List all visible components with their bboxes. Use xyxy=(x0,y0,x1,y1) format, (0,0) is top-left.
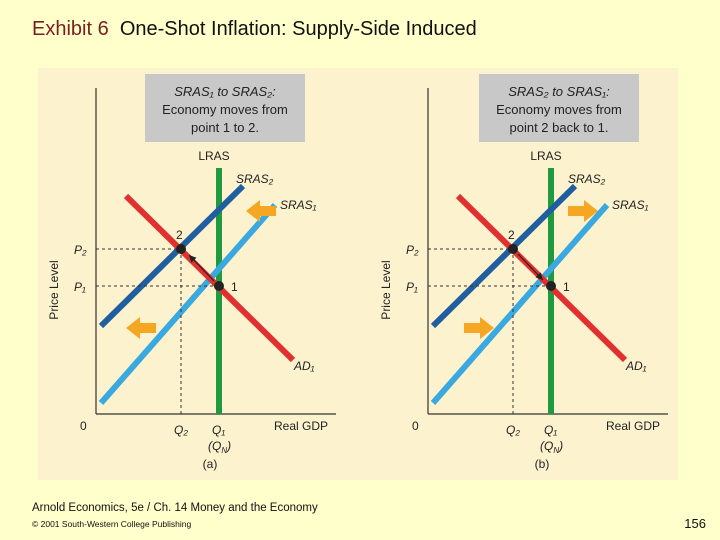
panel-a-info-box xyxy=(145,74,305,142)
panel-a-point-2-label: 2 xyxy=(176,228,183,242)
panel-a-shift-arrow-lower xyxy=(126,317,156,339)
panel-b-origin-label: 0 xyxy=(412,419,419,433)
panel-b-move-arrow xyxy=(517,253,544,281)
panel-b-sras1-line xyxy=(430,203,610,405)
panel-b-point-1-label: 1 xyxy=(563,280,570,294)
panel-a: SRAS₁ to SRAS₂: Economy moves from point… xyxy=(47,74,336,471)
panel-b-qn-label: (QN) xyxy=(540,439,563,455)
panel-b-sras1-label: SRAS₁ xyxy=(612,198,649,212)
footer-book-reference: Arnold Economics, 5e / Ch. 14 Money and … xyxy=(32,502,318,514)
panel-a-p2-label: P₂ xyxy=(74,243,87,257)
panel-a-point-1 xyxy=(214,281,224,291)
panel-a-p1-label: P₁ xyxy=(74,280,86,294)
panel-b-ylabel: Price Level xyxy=(379,260,393,319)
panel-b-sras2-line xyxy=(430,183,578,329)
panel-a-move-arrow xyxy=(188,254,215,282)
figure-svg: SRAS₁ to SRAS₂: Economy moves from point… xyxy=(47,74,668,471)
panel-a-box-line-2: Economy moves from xyxy=(162,102,288,117)
panel-a-point-2 xyxy=(176,244,186,254)
panel-b-p2-label: P₂ xyxy=(406,243,419,257)
panel-a-sras1-label: SRAS₁ xyxy=(280,198,317,212)
panel-b-shift-arrow-upper xyxy=(568,200,598,222)
exhibit-number: Exhibit 6 xyxy=(32,18,109,40)
panel-a-xlabel: Real GDP xyxy=(274,419,328,433)
panel-b-lras-label: LRAS xyxy=(530,149,561,163)
page-number: 156 xyxy=(684,516,706,531)
panel-b-xlabel: Real GDP xyxy=(606,419,660,433)
panel-a-sras1-line xyxy=(98,203,278,405)
panel-a-origin-label: 0 xyxy=(80,419,87,433)
panel-b-caption: (b) xyxy=(535,457,550,471)
panel-a-qn-label: (QN) xyxy=(208,439,231,455)
panel-a-q2-label: Q₂ xyxy=(174,423,188,437)
panel-b-p1-label: P₁ xyxy=(406,280,418,294)
panel-b-shift-arrow-lower xyxy=(464,317,494,339)
panel-a-q1-label: Q₁ xyxy=(212,423,225,437)
exhibit-title: One-Shot Inflation: Supply-Side Induced xyxy=(119,18,477,40)
panel-b-q2-label: Q₂ xyxy=(506,423,520,437)
figure-panel: SRAS₁ to SRAS₂: Economy moves from point… xyxy=(38,68,678,480)
panel-a-lras-label: LRAS xyxy=(198,149,229,163)
panel-b-q1-label: Q₁ xyxy=(544,423,557,437)
panel-b: SRAS₂ to SRAS₁: Economy moves from point… xyxy=(379,74,668,471)
panel-b-box-line-1: SRAS₂ to SRAS₁: xyxy=(508,84,610,99)
panel-a-ad1-line xyxy=(123,193,296,363)
footer-copyright: © 2001 South-Western College Publishing xyxy=(32,519,192,529)
slide-title: Exhibit 6 One-Shot Inflation: Supply-Sid… xyxy=(32,18,477,41)
panel-a-sras2-label: SRAS₂ xyxy=(236,172,274,186)
panel-b-sras2-label: SRAS₂ xyxy=(568,172,606,186)
panel-b-box-line-2: Economy moves from xyxy=(496,102,622,117)
panel-a-sras2-line xyxy=(98,183,246,329)
panel-b-box-line-3: point 2 back to 1. xyxy=(509,120,608,135)
panel-b-ad1-label: AD₁ xyxy=(625,359,647,373)
panel-a-ad1-label: AD₁ xyxy=(293,359,315,373)
panel-a-point-1-label: 1 xyxy=(231,280,238,294)
panel-a-box-line-3: point 1 to 2. xyxy=(191,120,259,135)
panel-a-box-line-1: SRAS₁ to SRAS₂: xyxy=(174,84,276,99)
panel-b-info-box xyxy=(479,74,639,142)
panel-b-point-1 xyxy=(546,281,556,291)
panel-b-point-2-label: 2 xyxy=(508,228,515,242)
panel-b-point-2 xyxy=(508,244,518,254)
panel-a-caption: (a) xyxy=(203,457,218,471)
panel-a-ylabel: Price Level xyxy=(47,260,61,319)
panel-a-shift-arrow-upper xyxy=(246,200,276,222)
